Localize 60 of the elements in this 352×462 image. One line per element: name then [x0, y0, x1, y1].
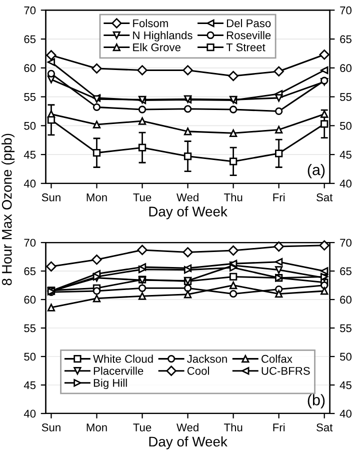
- y2-tick-label: 70: [340, 6, 352, 14]
- x-tick-label: Tue: [133, 424, 152, 432]
- x-tick-label: Fri: [273, 193, 285, 202]
- y-axis-title: 8 Hour Max Ozone (ppb): [2, 134, 15, 286]
- x-tick-label: Wed: [176, 423, 198, 432]
- y-tick-label: 45: [24, 381, 36, 390]
- y2-tick-label: 45: [340, 381, 352, 390]
- legend-label: White Cloud: [93, 354, 153, 363]
- y2-tick-label: 65: [340, 35, 352, 44]
- legend-label: T Street: [226, 43, 266, 52]
- x-tick-label: Mon: [86, 424, 107, 432]
- x-tick-label: Sat: [316, 424, 333, 432]
- y-tick-label: 55: [24, 93, 36, 101]
- y2-tick-label: 60: [340, 296, 352, 304]
- y-tick-label: 45: [24, 150, 36, 159]
- legend-label: Colfax: [262, 354, 292, 363]
- x-tick-label: Tue: [133, 194, 152, 202]
- legend-label: Folsom: [133, 19, 168, 28]
- y2-tick-label: 50: [340, 352, 352, 361]
- y-tick-label: 60: [24, 64, 36, 72]
- y-tick-label: 65: [24, 267, 36, 276]
- y2-tick-label: 50: [340, 122, 352, 130]
- x-axis-title: Day of Week: [149, 206, 228, 220]
- y-tick-label: 50: [24, 352, 36, 361]
- y-tick-label: 50: [24, 122, 36, 130]
- x-tick-label: Fri: [273, 423, 285, 432]
- x-tick-label: Thu: [224, 423, 242, 432]
- annotation: (a): [308, 164, 325, 178]
- legend-label: UC-BFRS: [262, 366, 310, 375]
- y-tick-label: 40: [24, 180, 36, 188]
- y-tick-label: 40: [24, 410, 36, 418]
- y-tick-label: 70: [24, 238, 36, 247]
- x-tick-label: Thu: [224, 193, 242, 202]
- y2-tick-label: 40: [340, 180, 352, 188]
- legend-label: Big Hill: [94, 378, 127, 390]
- x-tick-label: Mon: [86, 194, 107, 202]
- y2-tick-label: 60: [340, 64, 352, 72]
- y-tick-label: 65: [24, 35, 36, 44]
- y2-tick-label: 70: [340, 238, 352, 247]
- legend-label: Roseville: [226, 31, 271, 40]
- y-tick-label: 60: [24, 296, 36, 304]
- y2-tick-label: 45: [340, 150, 352, 159]
- x-tick-label: Sun: [42, 193, 60, 202]
- y2-tick-label: 40: [340, 410, 352, 418]
- x-axis-title: Day of Week: [149, 436, 228, 450]
- annotation: (b): [308, 394, 325, 408]
- x-tick-label: Sat: [316, 193, 333, 202]
- y-tick-label: 55: [24, 324, 36, 332]
- legend-label: Jackson: [187, 354, 227, 363]
- legend-label: Elk Grove: [133, 43, 180, 52]
- legend-label: Cool: [187, 366, 209, 375]
- x-tick-label: Wed: [176, 193, 198, 202]
- legend-label: Placerville: [94, 366, 144, 375]
- legend-label: N Highlands: [133, 31, 192, 42]
- y2-tick-label: 55: [340, 93, 352, 101]
- y-tick-label: 70: [24, 6, 36, 14]
- y2-tick-label: 65: [340, 267, 352, 276]
- x-tick-label: Sun: [42, 424, 60, 432]
- legend-label: Del Paso: [226, 19, 271, 28]
- y2-tick-label: 55: [340, 324, 352, 332]
